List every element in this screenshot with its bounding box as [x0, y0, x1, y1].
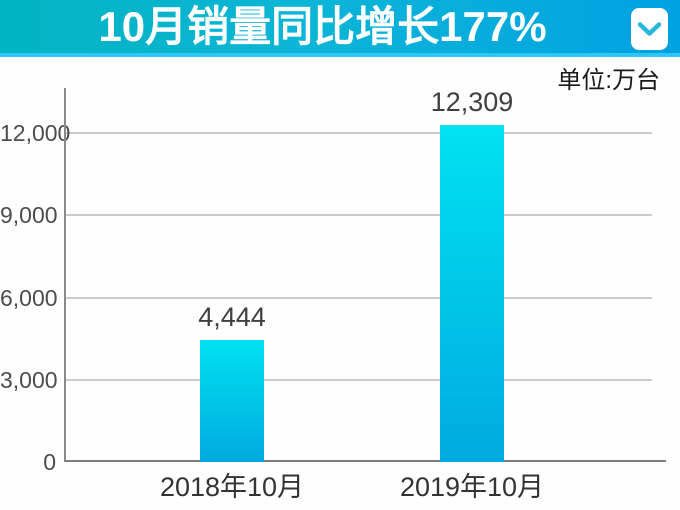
gridline: [66, 132, 652, 134]
page-title: 10月销量同比增长177%: [98, 3, 547, 50]
chevron-down-icon: [637, 21, 662, 37]
y-axis-tick-label: 6,000: [0, 284, 58, 311]
gridline: [66, 296, 652, 299]
x-axis-tick-label: 2018年10月: [159, 472, 305, 502]
collapse-button[interactable]: [631, 8, 668, 50]
bar-value-label: 4,444: [198, 302, 266, 332]
bar: [200, 340, 264, 462]
header-accent-stripe: [0, 53, 680, 57]
y-axis-tick-label: 0: [43, 449, 56, 475]
y-axis-tick-label: 3,000: [0, 366, 58, 393]
x-axis-line: [65, 460, 666, 462]
bar: [440, 125, 504, 462]
y-axis-tick-label: 12,000: [0, 120, 71, 146]
y-axis-line: [64, 88, 66, 462]
x-axis-tick-label: 2019年10月: [399, 472, 545, 502]
y-axis-tick-label: 9,000: [0, 202, 58, 229]
bar-value-label: 12,309: [430, 87, 514, 117]
gridline: [66, 378, 652, 381]
chart-title-bar: 10月销量同比增长177%: [0, 0, 680, 53]
unit-label: 单位:万台: [557, 67, 660, 94]
gridline: [66, 214, 652, 217]
